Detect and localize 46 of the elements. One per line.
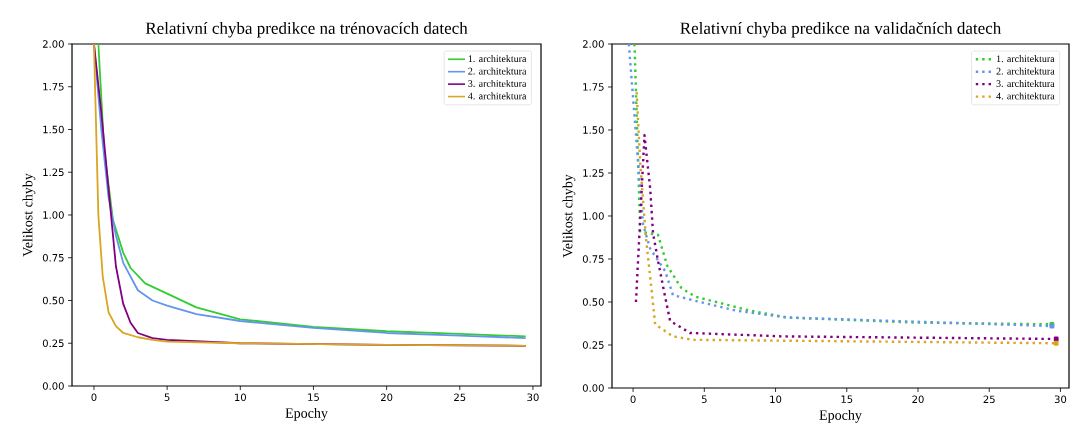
x-tick-label: 10 xyxy=(235,393,246,402)
y-tick-label: 1.50 xyxy=(583,126,604,134)
y-tick-label: 0.00 xyxy=(582,384,604,392)
x-tick-label: 10 xyxy=(770,395,782,404)
x-axis-title: Epochy xyxy=(285,407,328,421)
y-tick-label: 1.00 xyxy=(583,212,604,220)
x-tick-label: 0 xyxy=(91,393,97,402)
x-tick-label: 0 xyxy=(630,395,636,404)
y-tick-label: 1.00 xyxy=(43,211,64,219)
y-axis-title: Velikost chyby xyxy=(562,174,576,258)
legend-label: 2. architektura xyxy=(468,67,527,75)
y-tick-label: 1.25 xyxy=(583,169,604,177)
y-tick-label: 0.75 xyxy=(582,255,604,263)
y-tick-label: 0.50 xyxy=(582,298,604,306)
legend-label: 1. architektura xyxy=(996,55,1055,63)
y-tick-label: 2.00 xyxy=(42,40,64,48)
y-axis-title: Velikost chyby xyxy=(22,173,36,257)
y-tick-label: 0.25 xyxy=(582,341,604,349)
x-tick-label: 25 xyxy=(454,393,466,402)
legend-label: 3. architektura xyxy=(468,79,527,87)
y-tick-label: 0.00 xyxy=(42,382,64,390)
x-tick-label: 5 xyxy=(164,393,170,401)
y-tick-label: 0.75 xyxy=(42,253,64,262)
legend-label: 4. architektura xyxy=(996,92,1055,100)
legend-label: 2. architektura xyxy=(996,67,1055,75)
y-tick-label: 0.25 xyxy=(42,339,64,348)
x-tick-label: 20 xyxy=(381,393,393,402)
y-tick-label: 0.50 xyxy=(42,296,64,305)
chart-title: Relativní chyba predikce na validačních datech xyxy=(680,21,1002,38)
y-tick-label: 1.75 xyxy=(43,83,64,91)
x-tick-label: 15 xyxy=(841,395,853,403)
y-tick-label: 1.25 xyxy=(43,168,64,177)
legend-label: 4. architektura xyxy=(468,92,527,100)
y-tick-label: 1.75 xyxy=(583,83,604,91)
x-tick-label: 30 xyxy=(1054,395,1067,404)
x-tick-label: 15 xyxy=(308,393,319,401)
x-tick-label: 20 xyxy=(912,395,924,404)
y-tick-label: 1.50 xyxy=(43,125,64,134)
x-axis-title: Epochy xyxy=(819,409,862,423)
legend-label: 3. architektura xyxy=(996,79,1055,88)
x-tick-label: 25 xyxy=(983,395,995,404)
y-tick-label: 2.00 xyxy=(582,40,604,48)
legend-label: 1. architektura xyxy=(468,55,527,63)
x-tick-label: 30 xyxy=(527,393,539,402)
x-tick-label: 5 xyxy=(701,395,707,403)
chart-title: Relativní chyba predikce na trénovacích datech xyxy=(145,21,468,38)
